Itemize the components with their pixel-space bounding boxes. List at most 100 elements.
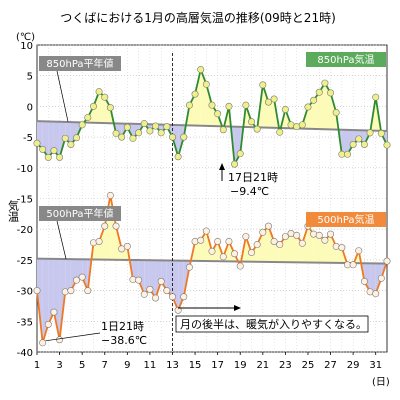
- legend-label-850hpa: 850hPa気温: [317, 53, 374, 66]
- data-point-850hpa: [44, 153, 52, 161]
- warm-anomaly-fill: [104, 97, 111, 124]
- data-point-500hpa: [253, 241, 261, 249]
- data-point-850hpa: [281, 105, 289, 113]
- warm-anomaly-fill: [268, 226, 275, 262]
- x-tick-label: 27: [324, 360, 337, 371]
- data-point-500hpa: [242, 233, 250, 241]
- legend-label-850hpa-normal: 850hPa平年値: [46, 57, 113, 70]
- data-point-850hpa: [304, 103, 312, 111]
- data-point-500hpa: [202, 227, 210, 235]
- data-point-500hpa: [123, 242, 131, 250]
- data-point-850hpa: [185, 101, 193, 109]
- data-point-500hpa: [276, 241, 284, 249]
- y-tick-label: -25: [17, 256, 33, 267]
- upper-event-text: 17日21時 −9.4℃: [228, 171, 282, 198]
- data-point-850hpa: [50, 147, 58, 155]
- warm-anomaly-fill: [262, 84, 269, 128]
- warm-anomaly-fill: [195, 240, 201, 261]
- x-tick-label: 31: [369, 360, 382, 371]
- data-point-500hpa: [270, 237, 278, 245]
- x-tick-label: 23: [279, 360, 292, 371]
- legend-label-500hpa-normal: 500hPa平年値: [46, 207, 113, 220]
- y-tick-label: -40: [17, 348, 33, 359]
- warm-anomaly-fill: [291, 233, 297, 263]
- y-tick-label: -15: [17, 195, 33, 206]
- warm-anomaly-fill: [268, 99, 275, 128]
- data-point-500hpa: [140, 290, 148, 298]
- data-point-500hpa: [197, 236, 205, 244]
- data-point-850hpa: [197, 66, 205, 74]
- warm-anomaly-fill: [93, 241, 100, 260]
- data-point-850hpa: [383, 141, 391, 149]
- data-point-500hpa: [293, 231, 301, 239]
- data-point-850hpa: [140, 120, 148, 128]
- data-point-850hpa: [135, 129, 143, 137]
- lower-event-annotation: 1日21時 −38.6℃: [101, 320, 148, 347]
- cold-anomaly-fill: [59, 258, 66, 340]
- data-point-500hpa: [372, 290, 380, 298]
- cold-anomaly-fill: [155, 260, 162, 298]
- data-point-850hpa: [242, 101, 250, 109]
- y-tick-label: -20: [17, 225, 33, 236]
- data-point-500hpa: [332, 242, 340, 250]
- legend-label-850hpa-bg: [306, 52, 386, 67]
- data-point-500hpa: [67, 287, 75, 295]
- warm-anomaly-fill: [195, 69, 201, 126]
- legend-label-850hpa-normal-bg: [39, 56, 121, 71]
- data-point-850hpa: [343, 150, 351, 158]
- legend-label-500hpa: 500hPa気温: [317, 213, 374, 226]
- x-tick-label: 13: [166, 360, 179, 371]
- normal-500hpa-pointer: [56, 220, 67, 259]
- data-point-500hpa: [152, 294, 160, 302]
- y-tick-label: -30: [17, 287, 33, 298]
- data-point-500hpa: [310, 230, 318, 238]
- data-point-500hpa: [315, 231, 323, 239]
- data-point-850hpa: [332, 109, 340, 117]
- x-tick-label: 19: [234, 360, 247, 371]
- y-tick-label: 0: [27, 102, 33, 113]
- cold-anomaly-fill: [347, 129, 354, 155]
- data-point-500hpa: [236, 262, 244, 270]
- second-half-box: [175, 315, 369, 333]
- upper-event-annotation: 17日21時 −9.4℃: [219, 163, 282, 198]
- data-point-850hpa: [101, 93, 109, 101]
- data-point-850hpa: [372, 93, 380, 101]
- data-point-850hpa: [61, 134, 69, 142]
- unit-label: (℃): [16, 32, 35, 43]
- normal-line-850hpa: [36, 120, 388, 132]
- x-axis-label: (日): [372, 377, 390, 388]
- data-point-850hpa: [146, 127, 154, 135]
- cold-anomaly-fill: [82, 259, 88, 291]
- data-point-850hpa: [315, 88, 323, 96]
- data-point-500hpa: [39, 339, 47, 347]
- x-tick-label: 25: [302, 360, 315, 371]
- data-point-500hpa: [327, 230, 335, 238]
- second-half-annotation: 月の後半は、暖気が入りやすくなる。: [175, 305, 369, 333]
- data-point-500hpa: [56, 336, 64, 344]
- data-point-500hpa: [225, 237, 233, 245]
- x-tick-label: 1: [34, 360, 40, 371]
- data-point-850hpa: [202, 80, 210, 88]
- data-point-500hpa: [78, 273, 86, 281]
- data-point-500hpa: [168, 293, 176, 301]
- data-point-850hpa: [78, 121, 86, 129]
- cold-anomaly-fill: [364, 263, 371, 292]
- data-point-500hpa: [33, 287, 41, 295]
- data-point-850hpa: [84, 113, 92, 121]
- data-point-850hpa: [219, 126, 227, 134]
- data-point-500hpa: [174, 306, 182, 314]
- data-point-850hpa: [118, 133, 126, 141]
- data-point-500hpa: [214, 237, 222, 245]
- data-point-500hpa: [106, 191, 114, 199]
- data-point-500hpa: [231, 250, 239, 258]
- lower-event-text: 1日21時 −38.6℃: [101, 320, 148, 347]
- cold-anomaly-fill: [341, 129, 348, 155]
- data-point-850hpa: [366, 129, 374, 137]
- y-tick-label: -10: [17, 164, 33, 175]
- data-point-850hpa: [253, 125, 261, 133]
- cold-anomaly-fill: [65, 259, 71, 292]
- data-point-500hpa: [180, 293, 188, 301]
- data-point-500hpa: [61, 288, 69, 296]
- data-point-850hpa: [191, 90, 199, 98]
- data-point-850hpa: [377, 129, 385, 137]
